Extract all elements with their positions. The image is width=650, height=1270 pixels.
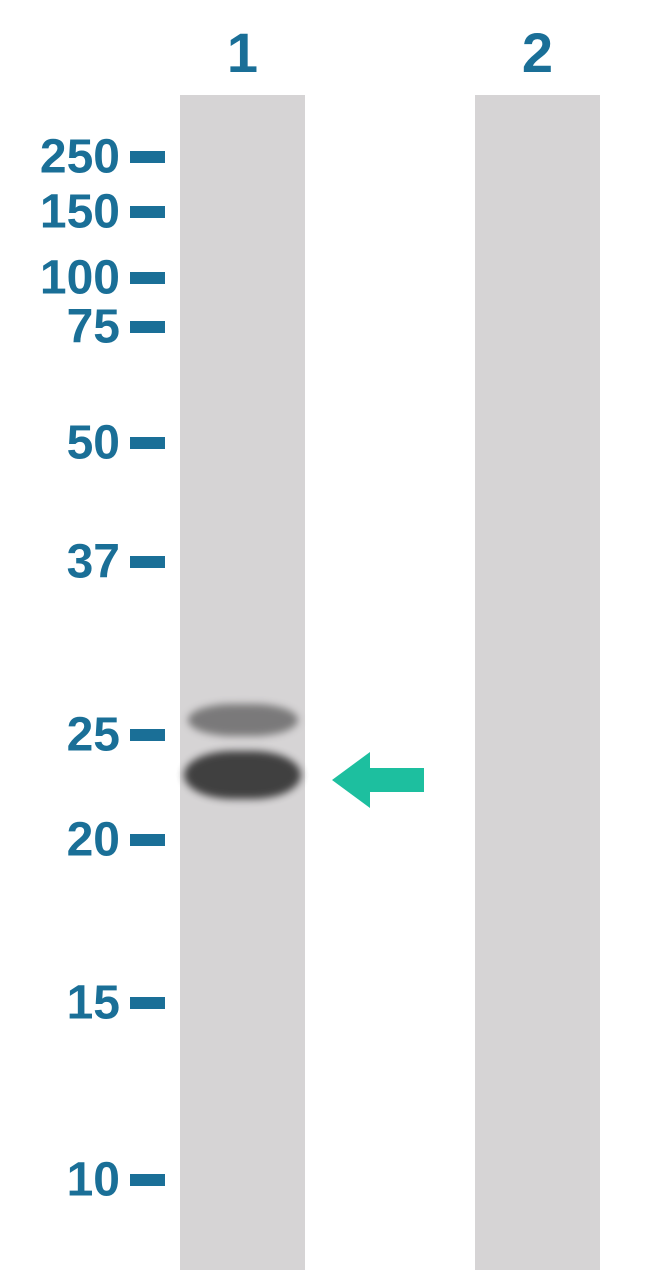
mw-marker-label: 25 — [67, 708, 120, 763]
mw-marker-label: 20 — [67, 813, 120, 868]
mw-marker-label: 10 — [67, 1153, 120, 1208]
protein-band — [188, 704, 298, 736]
mw-marker-tick — [130, 206, 165, 218]
mw-marker-label: 150 — [40, 185, 120, 240]
mw-marker-label: 15 — [67, 976, 120, 1031]
mw-marker-tick — [130, 997, 165, 1009]
mw-marker-tick — [130, 729, 165, 741]
mw-marker-label: 100 — [40, 251, 120, 306]
mw-marker-tick — [130, 437, 165, 449]
mw-marker-tick — [130, 272, 165, 284]
lane-header-1: 1 — [227, 20, 258, 85]
mw-marker-tick — [130, 556, 165, 568]
mw-marker-tick — [130, 151, 165, 163]
lane-header-2: 2 — [522, 20, 553, 85]
target-band-arrow-icon — [332, 752, 424, 808]
mw-marker-label: 250 — [40, 130, 120, 185]
mw-marker-label: 75 — [67, 300, 120, 355]
western-blot: 1 2 250150 10075 50 37 25 20 15 10 — [0, 0, 650, 1270]
blot-lane-2 — [475, 95, 600, 1270]
protein-band — [184, 751, 302, 799]
mw-marker-label: 50 — [67, 416, 120, 471]
blot-lane-1 — [180, 95, 305, 1270]
mw-marker-tick — [130, 1174, 165, 1186]
mw-marker-tick — [130, 834, 165, 846]
mw-marker-tick — [130, 321, 165, 333]
mw-marker-label: 37 — [67, 535, 120, 590]
